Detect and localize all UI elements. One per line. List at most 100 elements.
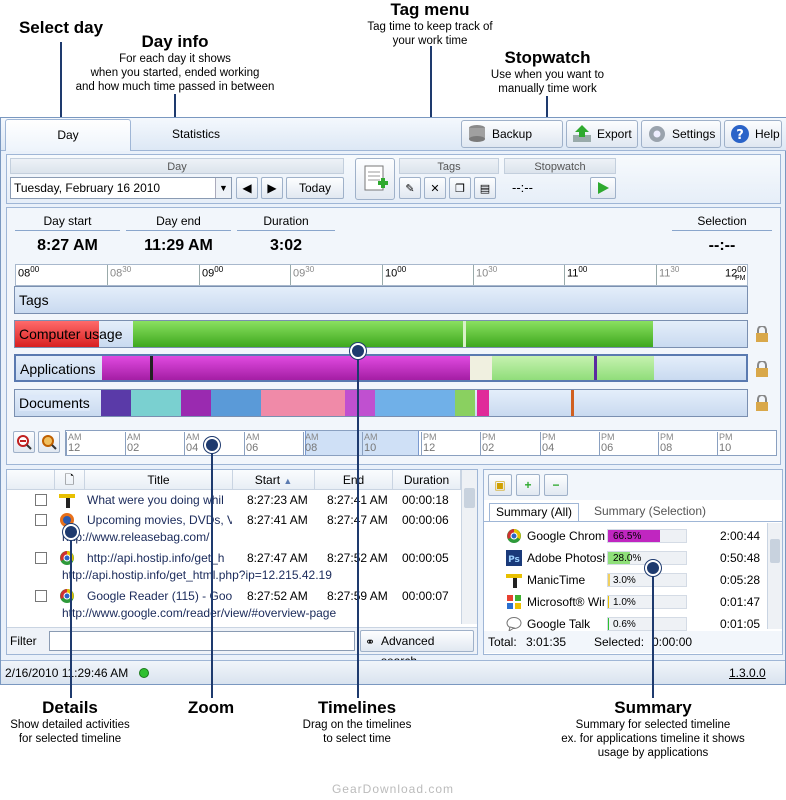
- zoom-bar[interactable]: AM 12 AM 02 AM 04 AM 06 AM 08 AM 10 PM 12 PM 02 PM 04 PM 06…: [65, 430, 777, 456]
- pointer-dot: [63, 524, 79, 540]
- summary-tab-selection[interactable]: Summary (Selection): [593, 504, 707, 518]
- app-segment-chrome: [102, 356, 470, 380]
- timeline-applications[interactable]: Applications: [14, 354, 748, 382]
- tab-day[interactable]: Day: [5, 119, 131, 151]
- zoom-tick-ampm: AM: [68, 432, 82, 442]
- watermark: GearDownload.com: [331, 782, 455, 796]
- tab-statistics[interactable]: Statistics: [171, 127, 220, 141]
- callout-desc: manually time work: [498, 83, 597, 95]
- ruler-tick: 0800: [16, 265, 39, 285]
- lock-icon[interactable]: [755, 394, 769, 411]
- manictime-icon: [59, 492, 75, 508]
- column-title[interactable]: Title: [85, 470, 233, 490]
- timeline-label: Computer usage: [19, 326, 123, 342]
- stopwatch-start-button[interactable]: [590, 177, 616, 199]
- lock-icon[interactable]: [755, 325, 769, 342]
- summary-add-button[interactable]: ▣: [488, 474, 512, 496]
- table-row[interactable]: Google Reader (115) - Goo 8:27:52 AM 8:2…: [7, 586, 462, 624]
- scroll-thumb[interactable]: [770, 539, 780, 563]
- help-icon: ?: [729, 124, 751, 144]
- summary-row[interactable]: Google Talk 0.6% 0:01:05: [484, 613, 769, 635]
- svg-text:Ps: Ps: [508, 555, 520, 565]
- summary-bar-fill: [608, 618, 609, 630]
- delete-tag-button[interactable]: ✕: [424, 177, 446, 199]
- lock-icon[interactable]: [755, 360, 769, 377]
- pointer-line: [430, 46, 432, 182]
- zoom-out-button[interactable]: [13, 431, 35, 453]
- time-ruler[interactable]: 0800 0830 0900 0930 1000 1030 1100 1130 1200 PM: [15, 264, 748, 286]
- row-duration: 00:00:06: [402, 513, 449, 527]
- summary-collapse-button[interactable]: −: [544, 474, 568, 496]
- row-checkbox[interactable]: [35, 590, 47, 602]
- summary-expand-button[interactable]: +: [516, 474, 540, 496]
- ruler-hour: 10: [476, 267, 489, 280]
- help-label: Help: [755, 127, 780, 141]
- callout-desc: Use when you want to: [490, 69, 605, 81]
- table-row[interactable]: http://api.hostip.info/get_h 8:27:47 AM …: [7, 548, 462, 586]
- paste-tag-button[interactable]: ▤: [474, 177, 496, 199]
- summary-tab-all[interactable]: Summary (All): [489, 503, 579, 521]
- timeline-computer-usage[interactable]: Computer usage: [14, 320, 748, 348]
- column-end[interactable]: End: [315, 470, 393, 490]
- pencil-icon: ✎: [405, 183, 415, 195]
- callout-day-info: Day info For each day it shows when you …: [55, 32, 295, 94]
- today-button[interactable]: Today: [286, 177, 344, 199]
- usage-segment-idle: [15, 321, 99, 347]
- filter-input[interactable]: [49, 631, 355, 651]
- summary-time: 2:00:44: [720, 529, 761, 543]
- summary-scrollbar[interactable]: [767, 523, 782, 629]
- version-link[interactable]: 1.3.0.0: [729, 666, 766, 680]
- zoom-tick-ampm: AM: [246, 432, 260, 442]
- add-tag-button[interactable]: [355, 158, 395, 200]
- column-start[interactable]: Start ▲: [233, 470, 315, 490]
- summary-row[interactable]: ManicTime 3.0% 0:05:28: [484, 569, 769, 591]
- callout-desc: Drag on the timelines: [302, 719, 412, 731]
- zoom-tick-hour: 12: [423, 442, 436, 454]
- previous-day-button[interactable]: ◀: [236, 177, 258, 199]
- ruler-tick: 0930: [290, 265, 314, 285]
- export-button[interactable]: Export: [566, 120, 638, 148]
- row-checkbox[interactable]: [35, 514, 47, 526]
- details-scrollbar[interactable]: [461, 470, 477, 624]
- column-duration[interactable]: Duration: [393, 470, 461, 490]
- chevron-down-icon[interactable]: ▼: [215, 178, 231, 198]
- table-row[interactable]: Upcoming movies, DVDs, V 8:27:41 AM 8:27…: [7, 510, 462, 548]
- summary-row[interactable]: Microsoft® Windows 1.0% 0:01:47: [484, 591, 769, 613]
- timeline-tags[interactable]: Tags: [14, 286, 748, 314]
- control-panel: Day Tuesday, February 16 2010 ▼ ◀ ▶ Toda…: [6, 154, 781, 204]
- backup-now-button[interactable]: Backup now: [461, 120, 563, 167]
- row-checkbox[interactable]: [35, 494, 47, 506]
- callout-desc: usage by applications: [597, 747, 709, 759]
- settings-button[interactable]: Settings: [641, 120, 721, 148]
- gtalk-icon: [506, 616, 522, 633]
- advanced-search-button[interactable]: ⚭ Advanced search: [360, 630, 474, 668]
- ruler-tick: 1100: [564, 265, 587, 285]
- summary-footer: Total: 3:01:35 Selected: 0:00:00: [484, 631, 782, 653]
- summary-row[interactable]: Google Chrome 66.5% 2:00:44: [484, 525, 769, 547]
- timeline-label: Documents: [19, 395, 90, 411]
- app-segment-other: [470, 356, 492, 380]
- table-row[interactable]: What were you doing whil 8:27:23 AM 8:27…: [7, 490, 462, 510]
- help-button[interactable]: ? Help: [724, 120, 782, 148]
- ruler-hour: 11: [659, 267, 671, 280]
- zoom-tick-hour: 08: [660, 442, 673, 454]
- summary-time: 0:50:48: [720, 551, 761, 565]
- summary-row[interactable]: Ps Adobe Photoshop 28.0% 0:50:48: [484, 547, 769, 569]
- zoom-fit-button[interactable]: [38, 431, 60, 453]
- scroll-thumb[interactable]: [464, 488, 475, 508]
- edit-tag-button[interactable]: ✎: [399, 177, 421, 199]
- row-checkbox[interactable]: [35, 552, 47, 564]
- zoom-tick: PM 04: [540, 432, 556, 455]
- column-icon[interactable]: 🗋: [55, 470, 85, 490]
- date-picker[interactable]: Tuesday, February 16 2010 ▼: [10, 177, 232, 199]
- callout-desc: your work time: [392, 35, 468, 47]
- timeline-documents[interactable]: Documents: [14, 389, 748, 417]
- ruler-minute: 00: [578, 265, 588, 274]
- callout-details: Details Show detailed activities for sel…: [0, 698, 140, 746]
- copy-tag-button[interactable]: ❐: [449, 177, 471, 199]
- callout-title: Zoom: [187, 698, 235, 717]
- zoom-tick-hour: 10: [719, 442, 732, 454]
- next-day-button[interactable]: ▶: [261, 177, 283, 199]
- summary-pct: 28.0%: [613, 553, 642, 564]
- zoom-tick-hour: 10: [364, 442, 377, 454]
